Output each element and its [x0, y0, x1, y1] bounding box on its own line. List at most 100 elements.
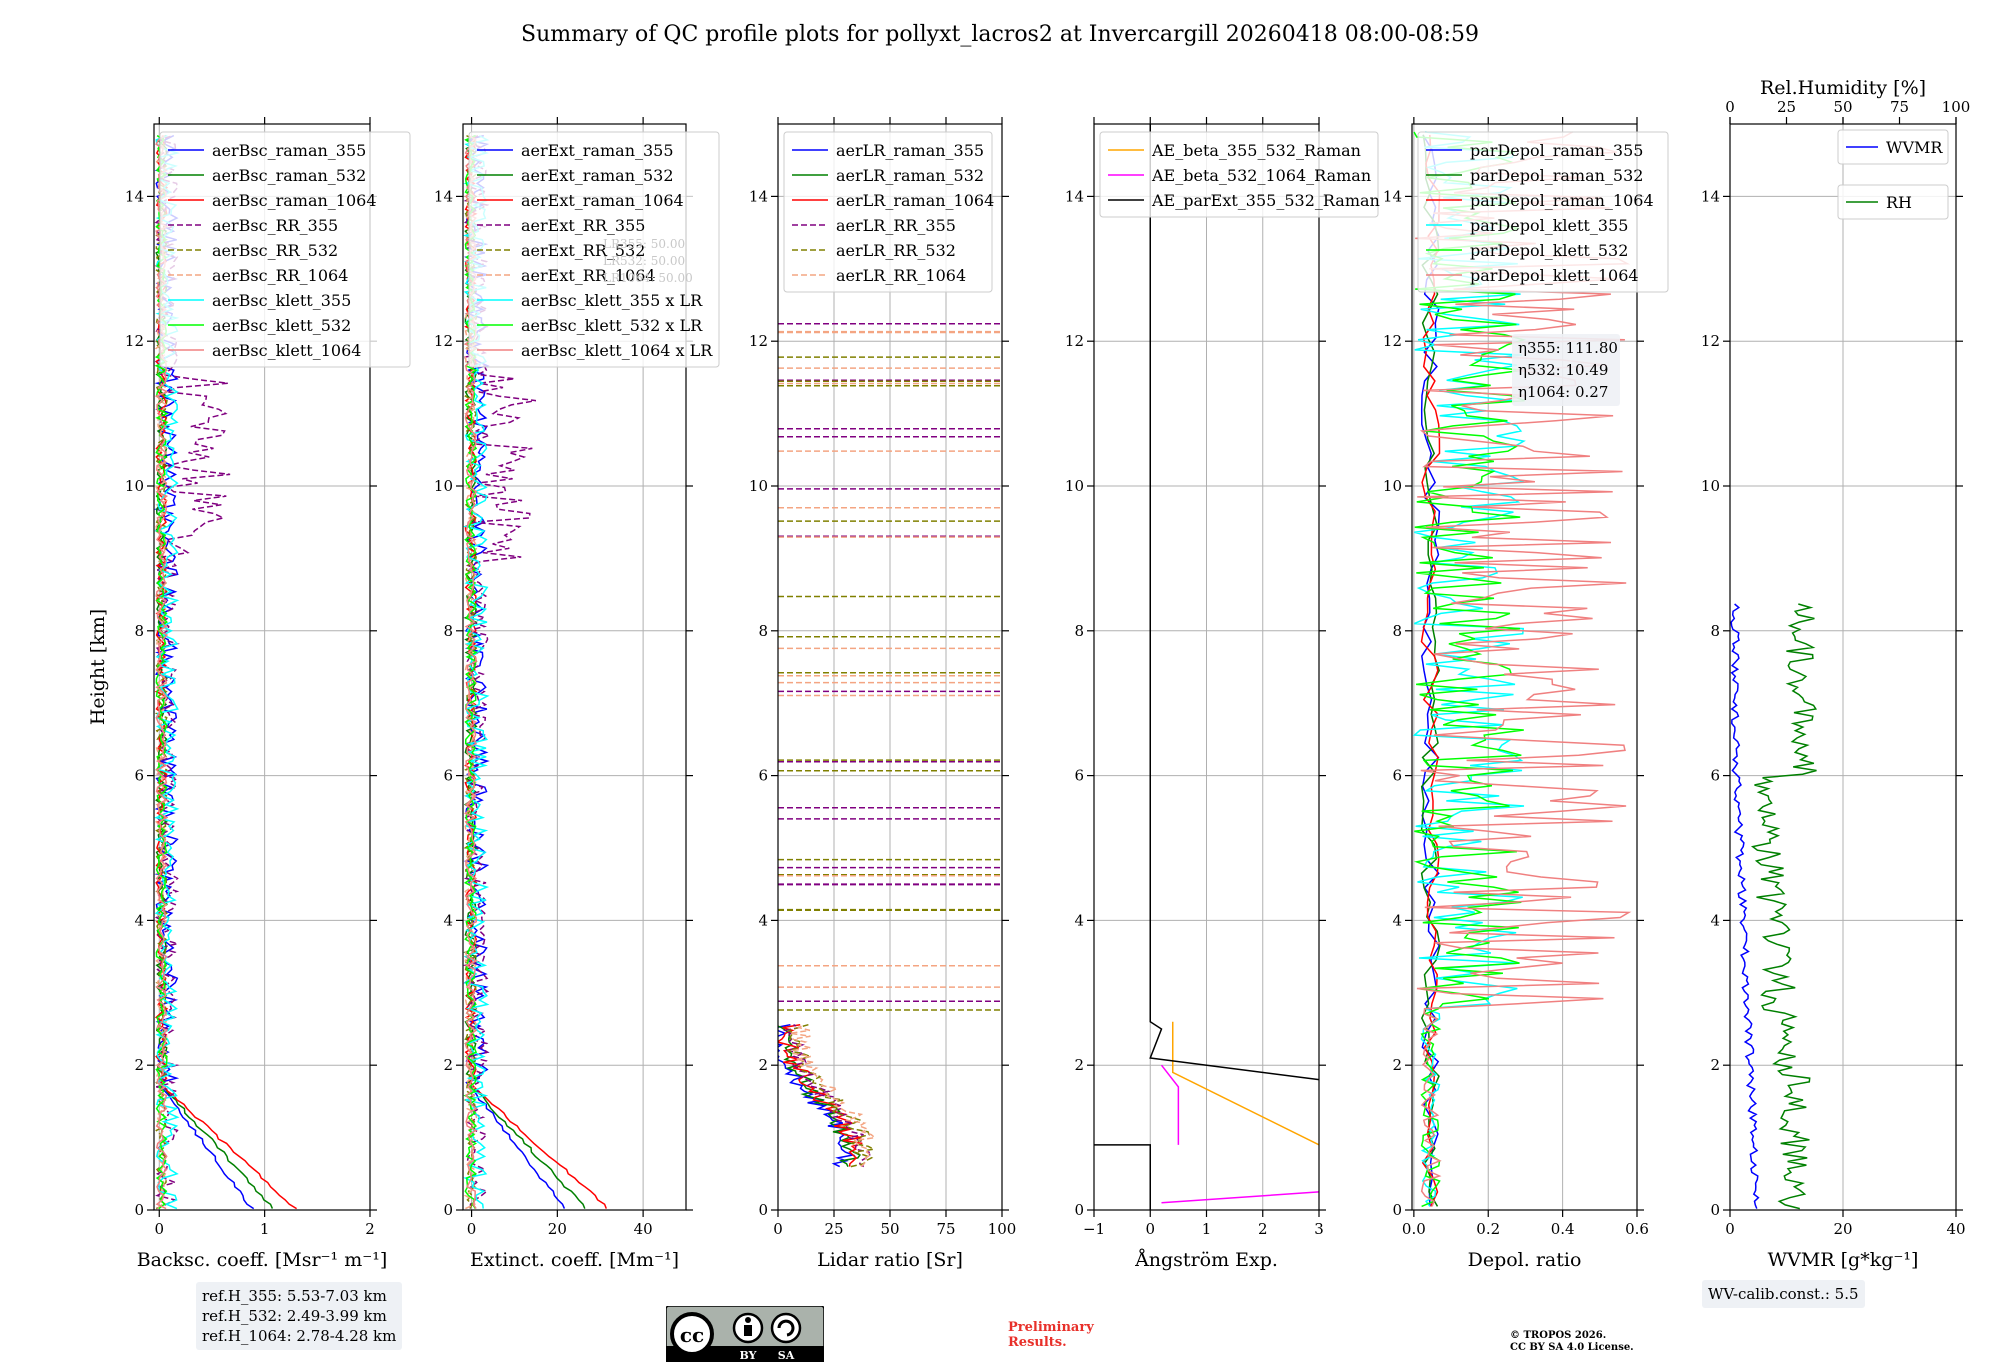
- sa-icon: [777, 1319, 795, 1337]
- series-line-WVMR: [1730, 603, 1760, 1209]
- annotation-text: η355: 111.80: [1518, 339, 1618, 357]
- ytick-label: 12: [749, 332, 768, 350]
- legend-label: aerLR_RR_1064: [836, 266, 966, 285]
- series-line-AE_beta_355_532_Raman: [1172, 1021, 1319, 1146]
- xtick-label: −1: [1083, 1220, 1105, 1238]
- ytick-label: 0: [758, 1201, 768, 1219]
- panel-lidarratio: 0 2 4 6 8 10 12 14 0 25 50 75 100 Lidar ratio [Sr] aer…: [749, 117, 1016, 1271]
- legend-box: [1837, 184, 1949, 220]
- ytick-label: 2: [134, 1056, 144, 1074]
- ytick-label: 14: [1065, 187, 1084, 205]
- ytick-label: 0: [1710, 1201, 1720, 1219]
- xtick-label: 40: [1946, 1220, 1965, 1238]
- axes-frame: [462, 123, 687, 1211]
- x2-axis-label: Rel.Humidity [%]: [1760, 77, 1926, 99]
- legend-box: [783, 131, 993, 293]
- series-line-aerBsc_klett_1064 x LR: [463, 134, 479, 1210]
- ytick-label: 0: [1392, 1201, 1402, 1219]
- legend-label: aerExt_raman_532: [521, 166, 674, 185]
- data-layer-wvmr: [1730, 603, 1818, 1210]
- annotation-text: LR1064: 50.00: [603, 271, 693, 285]
- legend-label: AE_parExt_355_532_Raman: [1151, 191, 1380, 210]
- ytick-label: 10: [1065, 477, 1084, 495]
- xtick-label: 100: [988, 1220, 1017, 1238]
- legend-label: parDepol_raman_1064: [1470, 191, 1654, 210]
- annotation-text: LR532: 50.00: [603, 254, 685, 268]
- ytick-label: 6: [1074, 767, 1084, 785]
- legend-label: aerBsc_RR_1064: [212, 266, 348, 285]
- xtick-label: 75: [936, 1220, 955, 1238]
- ref-height-532: ref.H_532: 2.49-3.99 km: [202, 1307, 387, 1325]
- xtick-label: 40: [634, 1220, 653, 1238]
- legend-label: parDepol_raman_532: [1470, 166, 1643, 185]
- ytick-label: 8: [1392, 622, 1402, 640]
- reference-heights-box: ref.H_355: 5.53-7.03 km ref.H_532: 2.49-…: [196, 1282, 403, 1350]
- legend-box: [468, 131, 720, 368]
- ytick-label: 14: [434, 187, 453, 205]
- cc-license-badge: cc BY SA: [665, 1305, 825, 1363]
- legend-label: aerBsc_raman_1064: [212, 191, 377, 210]
- ytick-label: 6: [1392, 767, 1402, 785]
- legend-label: aerBsc_klett_532: [212, 316, 351, 335]
- series-line-aerExt_RR_1064: [463, 135, 478, 1210]
- ytick-label: 4: [758, 911, 768, 929]
- ytick-label: 12: [1383, 332, 1402, 350]
- ytick-label: 12: [434, 332, 453, 350]
- x-axis-label: Backsc. coeff. [Msr⁻¹ m⁻¹]: [137, 1249, 388, 1271]
- ytick-label: 6: [134, 767, 144, 785]
- xtick-label: 0.0: [1402, 1220, 1426, 1238]
- legend-label: aerLR_RR_355: [836, 216, 956, 235]
- xtick-label: 0: [1145, 1220, 1155, 1238]
- xtick-label: 2: [1258, 1220, 1268, 1238]
- wv-calibration-text: WV-calib.const.: 5.5: [1708, 1285, 1859, 1303]
- ytick-label: 4: [1392, 911, 1402, 929]
- legend-label: parDepol_raman_355: [1470, 141, 1643, 160]
- xtick-label: 1: [1202, 1220, 1212, 1238]
- series-line-aerLR_raman_532: [778, 1025, 862, 1167]
- ytick-label: 14: [749, 187, 768, 205]
- axes-frame: [153, 123, 371, 1211]
- ytick-label: 12: [1701, 332, 1720, 350]
- ytick-label: 2: [443, 1056, 453, 1074]
- xtick-label: 2: [365, 1220, 375, 1238]
- ytick-label: 6: [443, 767, 453, 785]
- ytick-label: 10: [749, 477, 768, 495]
- ytick-label: 6: [1710, 767, 1720, 785]
- ytick-label: 4: [443, 911, 453, 929]
- x-axis-label: WVMR [g*kg⁻¹]: [1768, 1249, 1919, 1271]
- figure-title: Summary of QC profile plots for pollyxt_…: [521, 22, 1479, 47]
- wv-calibration-box: WV-calib.const.: 5.5: [1702, 1280, 1865, 1308]
- legend-label: aerBsc_raman_355: [212, 141, 366, 160]
- legend-label: aerExt_RR_355: [521, 216, 645, 235]
- xtick-label: 0.6: [1625, 1220, 1649, 1238]
- xtick-label: 0: [467, 1220, 477, 1238]
- xtick2-label: 75: [1890, 98, 1909, 116]
- annotation-box: [1512, 334, 1620, 406]
- x-axis-label: Extinct. coeff. [Mm⁻¹]: [470, 1249, 679, 1271]
- preliminary-results-label: Preliminary Results.: [1008, 1320, 1094, 1350]
- cc-by-label: BY: [740, 1349, 757, 1362]
- legend-label: parDepol_klett_532: [1470, 241, 1628, 260]
- legend-label: aerBsc_klett_355 x LR: [521, 291, 703, 310]
- legend-label: aerLR_raman_355: [836, 141, 984, 160]
- series-line-parDepol_raman_1064: [1420, 134, 1441, 1207]
- legend-label: aerBsc_raman_532: [212, 166, 366, 185]
- xtick-label: 0.4: [1551, 1220, 1575, 1238]
- series-line-parDepol_klett_1064: [1415, 131, 1632, 1207]
- ytick-label: 12: [1065, 332, 1084, 350]
- legend-label: aerExt_RR_1064: [521, 266, 656, 285]
- preliminary-line-1: Preliminary: [1008, 1320, 1094, 1335]
- ref-height-1064: ref.H_1064: 2.78-4.28 km: [202, 1327, 397, 1345]
- annotation-text: η1064: 0.27: [1518, 383, 1608, 401]
- legend-label: aerBsc_klett_355: [212, 291, 351, 310]
- ytick-label: 8: [134, 622, 144, 640]
- legend-label: parDepol_klett_355: [1470, 216, 1628, 235]
- legend-label: RH: [1886, 193, 1912, 212]
- ytick-label: 0: [134, 1201, 144, 1219]
- ytick-label: 8: [443, 622, 453, 640]
- ytick-label: 14: [1383, 187, 1402, 205]
- panel-extinction: 0 2 4 6 8 10 12 14 0 20 40 Extinct. coeff. [Mm⁻¹] ae…: [434, 117, 720, 1271]
- xtick-label: 50: [880, 1220, 899, 1238]
